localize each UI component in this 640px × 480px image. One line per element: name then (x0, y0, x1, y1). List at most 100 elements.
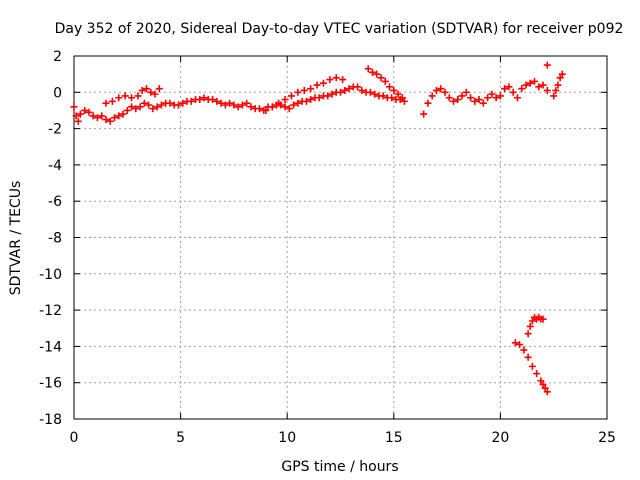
data-point (149, 105, 157, 113)
data-point (302, 97, 310, 105)
data-point (93, 114, 101, 122)
data-point (441, 88, 449, 96)
data-point (221, 101, 229, 109)
data-point (262, 106, 270, 114)
data-point (539, 381, 547, 389)
data-point (505, 83, 513, 91)
data-point (153, 103, 161, 111)
data-point (543, 61, 551, 69)
data-point (358, 86, 366, 94)
data-point (307, 96, 315, 104)
data-point (341, 86, 349, 94)
data-point (539, 81, 547, 89)
data-point (354, 83, 362, 91)
data-point (558, 70, 566, 78)
data-point (471, 97, 479, 105)
data-point (509, 88, 517, 96)
data-point (147, 88, 155, 96)
data-point (157, 101, 165, 109)
data-point (541, 384, 549, 392)
data-point (537, 377, 545, 385)
data-point (108, 97, 116, 105)
data-point (511, 339, 519, 347)
data-point (102, 116, 110, 124)
data-point (368, 68, 376, 76)
data-points (70, 61, 566, 396)
x-tick-label: 20 (491, 430, 509, 446)
y-tick-label: -6 (48, 194, 62, 210)
data-point (479, 99, 487, 107)
data-point (128, 103, 136, 111)
y-tick-label: -2 (48, 122, 62, 138)
x-axis-label: GPS time / hours (281, 459, 398, 475)
data-point (398, 94, 406, 102)
x-tick-label: 0 (70, 430, 79, 446)
data-point (428, 92, 436, 100)
data-point (226, 99, 234, 107)
data-point (102, 99, 110, 107)
data-point (345, 85, 353, 93)
data-point (209, 96, 217, 104)
data-point (145, 101, 153, 109)
data-point (364, 65, 372, 73)
y-tick-label: 2 (53, 49, 62, 65)
data-point (179, 99, 187, 107)
y-tick-label: -16 (39, 376, 62, 392)
data-point (556, 74, 564, 82)
data-point (285, 105, 293, 113)
data-point (445, 94, 453, 102)
grid (74, 56, 607, 419)
data-point (174, 101, 182, 109)
data-point (388, 94, 396, 102)
data-point (533, 370, 541, 378)
data-point (98, 112, 106, 120)
data-point (307, 85, 315, 93)
data-point (394, 90, 402, 98)
data-point (128, 94, 136, 102)
data-point (381, 77, 389, 85)
data-point (142, 85, 150, 93)
data-point (89, 112, 97, 120)
data-point (526, 79, 534, 87)
data-point (315, 94, 323, 102)
data-point (115, 94, 123, 102)
data-point (488, 90, 496, 98)
data-point (552, 86, 560, 94)
data-point (106, 117, 114, 125)
data-point (518, 85, 526, 93)
data-point (111, 114, 119, 122)
data-point (119, 110, 127, 118)
y-tick-label: -18 (39, 412, 62, 428)
data-point (513, 94, 521, 102)
data-point (217, 99, 225, 107)
data-point (467, 94, 475, 102)
data-point (328, 90, 336, 98)
data-point (531, 77, 539, 85)
data-point (528, 317, 536, 325)
data-point (213, 97, 221, 105)
data-point (290, 101, 298, 109)
data-point (247, 103, 255, 111)
chart-title: Day 352 of 2020, Sidereal Day-to-day VTE… (55, 21, 624, 37)
y-tick-label: 0 (53, 85, 62, 101)
data-point (554, 81, 562, 89)
data-point (535, 83, 543, 91)
data-point (420, 110, 428, 118)
data-point (371, 90, 379, 98)
data-point (281, 103, 289, 111)
data-point (454, 96, 462, 104)
data-point (255, 105, 263, 113)
data-point (287, 92, 295, 100)
data-point (496, 92, 504, 100)
data-point (72, 112, 80, 120)
data-point (339, 76, 347, 84)
data-point (377, 74, 385, 82)
data-point (390, 86, 398, 94)
y-tick-label: -4 (48, 158, 62, 174)
data-point (522, 81, 530, 89)
data-point (140, 99, 148, 107)
data-point (151, 90, 159, 98)
data-point (121, 92, 129, 100)
